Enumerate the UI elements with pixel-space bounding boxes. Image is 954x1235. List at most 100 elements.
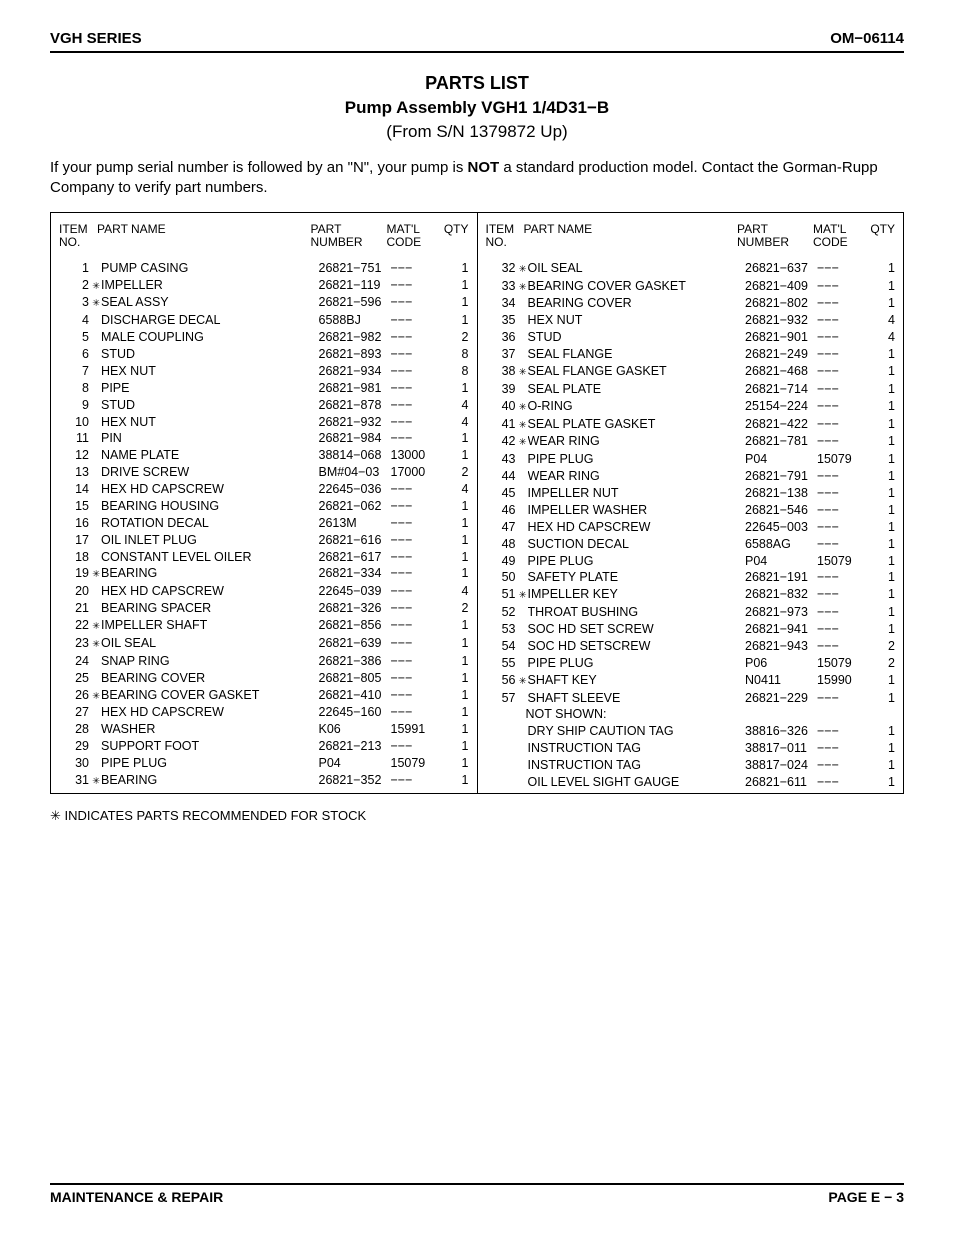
cell-part-number: 26821−334 bbox=[319, 565, 391, 582]
title-line2: Pump Assembly VGH1 1/4D31−B bbox=[50, 96, 904, 120]
part-row: 1PUMP CASING26821−751−−−1 bbox=[59, 260, 469, 277]
cell-part-number: 26821−422 bbox=[745, 416, 817, 433]
cell-item-no: 46 bbox=[486, 502, 518, 519]
cell-part-name: NAME PLATE bbox=[101, 447, 319, 464]
cell-matl-code: −−− bbox=[391, 515, 439, 532]
cell-qty: 1 bbox=[865, 502, 895, 519]
part-row: 49PIPE PLUGP04150791 bbox=[486, 553, 896, 570]
cell-part-name: SHAFT KEY bbox=[528, 672, 746, 689]
cell-part-name: IMPELLER bbox=[101, 277, 319, 294]
cell-part-name: DRY SHIP CAUTION TAG bbox=[528, 723, 746, 740]
cell-part-number: 26821−616 bbox=[319, 532, 391, 549]
cell-part-number: P04 bbox=[745, 451, 817, 468]
cell-part-number: 26821−941 bbox=[745, 621, 817, 638]
part-row: 31✳BEARING26821−352−−−1 bbox=[59, 772, 469, 790]
cell-item-no: 51 bbox=[486, 586, 518, 603]
cell-item-no: 57 bbox=[486, 690, 518, 707]
cell-qty: 1 bbox=[439, 617, 469, 634]
cell-part-name: OIL SEAL bbox=[101, 635, 319, 652]
cell-qty: 2 bbox=[865, 655, 895, 672]
part-row: 20HEX HD CAPSCREW22645−039−−−4 bbox=[59, 583, 469, 600]
part-row: 28WASHERK06159911 bbox=[59, 721, 469, 738]
cell-part-number: BM#04−03 bbox=[319, 464, 391, 481]
cell-part-number: 26821−119 bbox=[319, 277, 391, 294]
cell-qty: 1 bbox=[865, 468, 895, 485]
part-row: 42✳WEAR RING26821−781−−−1 bbox=[486, 433, 896, 451]
cell-matl-code: −−− bbox=[817, 278, 865, 295]
cell-part-name: SEAL PLATE GASKET bbox=[528, 416, 746, 433]
cell-part-name: HEX HD CAPSCREW bbox=[101, 583, 319, 600]
cell-qty: 1 bbox=[865, 381, 895, 398]
cell-matl-code: −−− bbox=[391, 414, 439, 431]
cell-part-number: 2613M bbox=[319, 515, 391, 532]
cell-item-no: 27 bbox=[59, 704, 91, 721]
part-row: 50SAFETY PLATE26821−191−−−1 bbox=[486, 569, 896, 586]
cell-part-name: SAFETY PLATE bbox=[528, 569, 746, 586]
cell-qty: 1 bbox=[439, 312, 469, 329]
hdr-no: NO. bbox=[59, 236, 97, 249]
cell-part-name: SOC HD SET SCREW bbox=[528, 621, 746, 638]
cell-part-name: PIPE PLUG bbox=[101, 755, 319, 772]
cell-part-name: BEARING SPACER bbox=[101, 600, 319, 617]
cell-matl-code: −−− bbox=[817, 536, 865, 553]
cell-matl-code: −−− bbox=[817, 723, 865, 740]
part-row: OIL LEVEL SIGHT GAUGE26821−611−−−1 bbox=[486, 774, 896, 791]
part-row: 14HEX HD CAPSCREW22645−036−−−4 bbox=[59, 481, 469, 498]
cell-part-number: 38816−326 bbox=[745, 723, 817, 740]
cell-qty: 1 bbox=[439, 635, 469, 652]
header-left: VGH SERIES bbox=[50, 30, 142, 47]
cell-matl-code: −−− bbox=[817, 740, 865, 757]
cell-part-name: HEX NUT bbox=[101, 363, 319, 380]
cell-item-no: 4 bbox=[59, 312, 91, 329]
cell-item-no: 30 bbox=[59, 755, 91, 772]
cell-qty: 8 bbox=[439, 346, 469, 363]
cell-qty: 1 bbox=[439, 565, 469, 582]
cell-matl-code: −−− bbox=[817, 329, 865, 346]
cell-matl-code: 17000 bbox=[391, 464, 439, 481]
cell-part-number: 26821−973 bbox=[745, 604, 817, 621]
cell-matl-code: −−− bbox=[391, 397, 439, 414]
note-pre: If your pump serial number is followed b… bbox=[50, 159, 468, 176]
column-header-right: ITEM NO. PART NAME PART NUMBER MAT'L COD… bbox=[486, 223, 896, 249]
cell-part-number: 26821−386 bbox=[319, 653, 391, 670]
cell-qty: 4 bbox=[865, 312, 895, 329]
cell-matl-code: −−− bbox=[391, 260, 439, 277]
cell-qty: 2 bbox=[439, 329, 469, 346]
cell-qty: 1 bbox=[439, 738, 469, 755]
cell-matl-code: −−− bbox=[817, 519, 865, 536]
cell-qty: 1 bbox=[865, 433, 895, 450]
cell-part-number: 26821−893 bbox=[319, 346, 391, 363]
column-header-left: ITEM NO. PART NAME PART NUMBER MAT'L COD… bbox=[59, 223, 469, 249]
part-row: 29SUPPORT FOOT26821−213−−−1 bbox=[59, 738, 469, 755]
cell-matl-code: −−− bbox=[391, 430, 439, 447]
cell-part-number: 38817−024 bbox=[745, 757, 817, 774]
cell-part-number: 26821−934 bbox=[319, 363, 391, 380]
cell-part-name: SEAL FLANGE bbox=[528, 346, 746, 363]
part-row: 9STUD26821−878−−−4 bbox=[59, 397, 469, 414]
cell-item-no: 28 bbox=[59, 721, 91, 738]
cell-item-no: 26 bbox=[59, 687, 91, 704]
part-row: 17OIL INLET PLUG26821−616−−−1 bbox=[59, 532, 469, 549]
cell-qty: 1 bbox=[439, 380, 469, 397]
cell-qty: 1 bbox=[865, 672, 895, 689]
cell-part-name: BEARING bbox=[101, 565, 319, 582]
cell-qty: 1 bbox=[865, 723, 895, 740]
part-row: 30PIPE PLUGP04150791 bbox=[59, 755, 469, 772]
stock-star-icon: ✳ bbox=[518, 364, 528, 381]
part-row: 10HEX NUT26821−932−−−4 bbox=[59, 414, 469, 431]
cell-part-name: CONSTANT LEVEL OILER bbox=[101, 549, 319, 566]
cell-item-no: 44 bbox=[486, 468, 518, 485]
cell-item-no: 11 bbox=[59, 430, 91, 447]
cell-item-no: 1 bbox=[59, 260, 91, 277]
part-row: 41✳SEAL PLATE GASKET26821−422−−−1 bbox=[486, 416, 896, 434]
cell-qty: 4 bbox=[439, 583, 469, 600]
cell-qty: 1 bbox=[439, 772, 469, 789]
parts-column-right: ITEM NO. PART NAME PART NUMBER MAT'L COD… bbox=[478, 213, 904, 793]
stock-star-icon: ✳ bbox=[91, 688, 101, 705]
part-row: 34BEARING COVER26821−802−−−1 bbox=[486, 295, 896, 312]
title-line1: PARTS LIST bbox=[50, 71, 904, 96]
cell-matl-code: −−− bbox=[391, 312, 439, 329]
cell-part-name: STUD bbox=[528, 329, 746, 346]
cell-qty: 1 bbox=[439, 721, 469, 738]
hdr-name: PART NAME bbox=[524, 223, 738, 249]
